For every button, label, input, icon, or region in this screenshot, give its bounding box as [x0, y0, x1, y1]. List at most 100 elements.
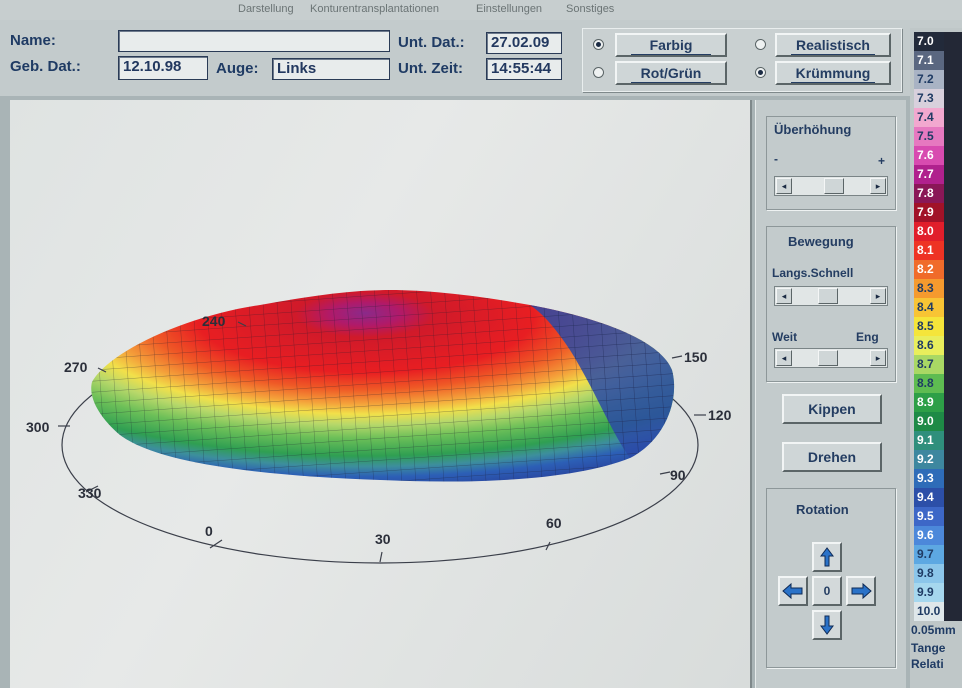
distance-slider[interactable]: ◂ ▸: [774, 348, 888, 368]
farbig-radio[interactable]: [593, 39, 604, 50]
legend-row: 9.2: [914, 450, 962, 469]
rotate-right-button[interactable]: [846, 576, 876, 606]
legend-row: 8.6: [914, 336, 962, 355]
legend-scale: Relati: [911, 657, 944, 671]
menu-item-kontur[interactable]: Konturentransplantationen: [310, 3, 440, 15]
legend-row: 8.5: [914, 317, 962, 336]
topography-plot: 0 30 60 90 120 150 240 270 300 330: [26, 290, 732, 564]
slider-right-arrow-icon[interactable]: ▸: [870, 178, 886, 194]
legend-row: 9.4: [914, 488, 962, 507]
slider-thumb[interactable]: [823, 178, 844, 194]
legend-row: 7.2: [914, 70, 962, 89]
legend-row: 7.5: [914, 127, 962, 146]
rotate-down-button[interactable]: [812, 610, 842, 640]
ueberhoehung-title: Überhöhung: [772, 122, 854, 137]
slider-thumb[interactable]: [818, 350, 839, 366]
eye-label: Auge:: [216, 60, 259, 77]
eng-label: Eng: [856, 330, 879, 344]
angle-label-240: 240: [202, 313, 226, 329]
kruemmung-button[interactable]: Krümmung: [775, 61, 891, 85]
menu-item-einstellungen[interactable]: Einstellungen: [476, 3, 543, 15]
legend-row: 9.1: [914, 431, 962, 450]
name-label: Name:: [10, 32, 56, 49]
birth-date-label: Geb. Dat.:: [10, 58, 81, 75]
rotation-group: [766, 488, 896, 668]
legend-row: 7.6: [914, 146, 962, 165]
rotate-right-icon: [851, 582, 872, 600]
legend-row: 8.8: [914, 374, 962, 393]
kruemmung-radio[interactable]: [755, 67, 766, 78]
birth-date-field[interactable]: 12.10.98: [118, 56, 208, 80]
slider-right-arrow-icon[interactable]: ▸: [870, 350, 886, 366]
legend-row: 7.0: [914, 32, 962, 51]
exam-date-label: Unt. Dat.:: [398, 34, 465, 51]
ueberhoehung-minus: -: [774, 152, 778, 166]
farbig-label: Farbig: [631, 37, 711, 55]
topography-3d-view[interactable]: 0 30 60 90 120 150 240 270 300 330: [10, 100, 752, 688]
realistisch-button[interactable]: Realistisch: [775, 33, 891, 57]
rotate-up-icon: [820, 547, 834, 567]
slider-left-arrow-icon[interactable]: ◂: [776, 288, 792, 304]
legend-row: 7.7: [914, 165, 962, 184]
rotgruen-button[interactable]: Rot/Grün: [615, 61, 727, 85]
angle-label-120: 120: [708, 407, 732, 423]
speed-label: Langs.Schnell: [772, 266, 854, 280]
rotgruen-radio[interactable]: [593, 67, 604, 78]
realistisch-radio[interactable]: [755, 39, 766, 50]
legend-row: 8.3: [914, 279, 962, 298]
legend-row: 8.0: [914, 222, 962, 241]
angle-label-150: 150: [684, 349, 708, 365]
ueberhoehung-slider[interactable]: ◂ ▸: [774, 176, 888, 196]
drehen-button[interactable]: Drehen: [782, 442, 882, 472]
legend-row: 8.9: [914, 393, 962, 412]
slider-thumb[interactable]: [818, 288, 839, 304]
rotation-reset-button[interactable]: 0: [812, 576, 842, 606]
kippen-button[interactable]: Kippen: [782, 394, 882, 424]
angle-label-300: 300: [26, 419, 50, 435]
angle-label-90: 90: [670, 467, 686, 483]
exam-date-field[interactable]: 27.02.09: [486, 32, 562, 54]
legend-row: 9.8: [914, 564, 962, 583]
angle-label-30: 30: [375, 531, 391, 547]
legend-row: 9.6: [914, 526, 962, 545]
menu-item-darstellung[interactable]: Darstellung: [238, 3, 294, 15]
angle-label-270: 270: [64, 359, 88, 375]
bewegung-group: [766, 226, 896, 382]
legend-row: 8.1: [914, 241, 962, 260]
legend-row: 8.2: [914, 260, 962, 279]
legend-row: 9.7: [914, 545, 962, 564]
angle-label-330: 330: [78, 485, 102, 501]
rotgruen-label: Rot/Grün: [631, 65, 711, 83]
legend-mode: Tange: [911, 641, 946, 655]
kruemmung-label: Krümmung: [791, 65, 875, 83]
angle-label-60: 60: [546, 515, 562, 531]
ueberhoehung-group: [766, 116, 896, 210]
slider-left-arrow-icon[interactable]: ◂: [776, 178, 792, 194]
legend-row: 7.1: [914, 51, 962, 70]
realistisch-label: Realistisch: [791, 37, 875, 55]
rotate-left-button[interactable]: [778, 576, 808, 606]
farbig-button[interactable]: Farbig: [615, 33, 727, 57]
ueberhoehung-plus: +: [878, 154, 886, 168]
menu-bar: Darstellung Konturentransplantationen Ei…: [0, 0, 962, 20]
legend-row: 8.7: [914, 355, 962, 374]
name-field[interactable]: [118, 30, 390, 52]
slider-left-arrow-icon[interactable]: ◂: [776, 350, 792, 366]
legend-row: 9.5: [914, 507, 962, 526]
bewegung-title: Bewegung: [786, 234, 856, 249]
legend-row: 7.9: [914, 203, 962, 222]
slider-right-arrow-icon[interactable]: ▸: [870, 288, 886, 304]
rotate-up-button[interactable]: [812, 542, 842, 572]
display-options-panel: Farbig Rot/Grün Realistisch Krümmung: [582, 28, 902, 92]
menu-item-sonstiges[interactable]: Sonstiges: [566, 3, 615, 15]
legend-row: 10.0: [914, 602, 962, 621]
legend-unit: 0.05mm: [911, 623, 956, 637]
eye-field[interactable]: Links: [272, 58, 390, 80]
legend-row: 7.3: [914, 89, 962, 108]
speed-slider[interactable]: ◂ ▸: [774, 286, 888, 306]
legend-row: 7.4: [914, 108, 962, 127]
legend-row: 9.0: [914, 412, 962, 431]
exam-time-field[interactable]: 14:55:44: [486, 58, 562, 80]
legend-row: 7.8: [914, 184, 962, 203]
exam-time-label: Unt. Zeit:: [398, 60, 463, 77]
